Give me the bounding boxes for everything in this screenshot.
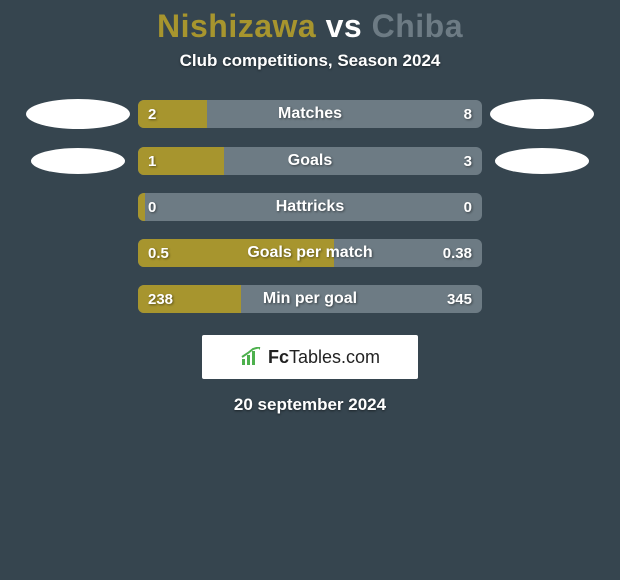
logo-brand-rest: Tables.com [289,347,380,367]
left-team-ellipse [26,99,130,129]
page-title: Nishizawa vs Chiba [0,0,620,45]
stat-label: Min per goal [263,290,357,308]
stat-row-hattricks: 0 Hattricks 0 [0,193,620,221]
stat-label: Goals per match [247,244,372,262]
stat-left-value: 238 [148,291,173,308]
left-badge-slot [18,148,138,174]
stat-left-value: 0 [148,199,156,216]
left-team-ellipse [31,148,125,174]
subtitle: Club competitions, Season 2024 [0,51,620,71]
title-left-player: Nishizawa [157,8,316,44]
title-right-player: Chiba [372,8,463,44]
right-team-ellipse [490,99,594,129]
stat-right-value: 0.38 [443,245,472,262]
title-vs: vs [326,8,363,44]
right-badge-slot [482,99,602,129]
stat-row-min-per-goal: 238 Min per goal 345 [0,285,620,313]
logo-text: FcTables.com [268,347,380,368]
stat-right-value: 0 [464,199,472,216]
stat-label: Goals [288,152,332,170]
bar-track: 1 Goals 3 [138,147,482,175]
date-text: 20 september 2024 [0,395,620,415]
bar-track: 2 Matches 8 [138,100,482,128]
bar-track: 238 Min per goal 345 [138,285,482,313]
stats-rows: 2 Matches 8 1 Goals 3 [0,99,620,313]
bar-chart-icon [240,347,264,367]
stat-right-value: 8 [464,106,472,123]
bar-track: 0 Hattricks 0 [138,193,482,221]
stat-left-value: 2 [148,106,156,123]
logo-brand-bold: Fc [268,347,289,367]
right-team-ellipse [495,148,589,174]
fctables-logo: FcTables.com [202,335,418,379]
right-badge-slot [482,148,602,174]
comparison-canvas: Nishizawa vs Chiba Club competitions, Se… [0,0,620,580]
stat-left-value: 0.5 [148,245,169,262]
stat-row-goals: 1 Goals 3 [0,147,620,175]
stat-left-value: 1 [148,153,156,170]
stat-right-value: 345 [447,291,472,308]
bar-left-fill [138,193,145,221]
stat-label: Hattricks [276,198,344,216]
stat-row-matches: 2 Matches 8 [0,99,620,129]
bar-track: 0.5 Goals per match 0.38 [138,239,482,267]
stat-row-goals-per-match: 0.5 Goals per match 0.38 [0,239,620,267]
stat-right-value: 3 [464,153,472,170]
left-badge-slot [18,99,138,129]
stat-label: Matches [278,105,342,123]
